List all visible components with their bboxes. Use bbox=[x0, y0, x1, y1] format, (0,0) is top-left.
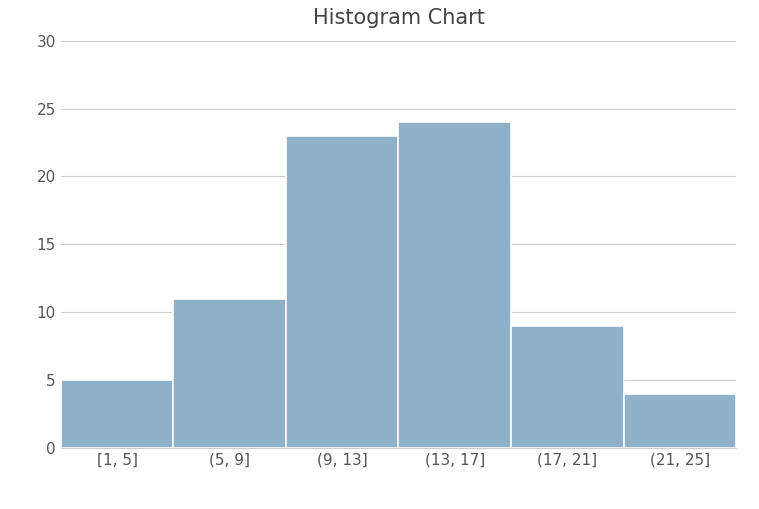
Title: Histogram Chart: Histogram Chart bbox=[313, 8, 484, 28]
Bar bbox=[173, 299, 286, 448]
Bar bbox=[511, 326, 624, 448]
Bar bbox=[398, 122, 511, 448]
Bar bbox=[286, 136, 398, 448]
Bar bbox=[61, 380, 173, 448]
Bar bbox=[624, 393, 736, 448]
